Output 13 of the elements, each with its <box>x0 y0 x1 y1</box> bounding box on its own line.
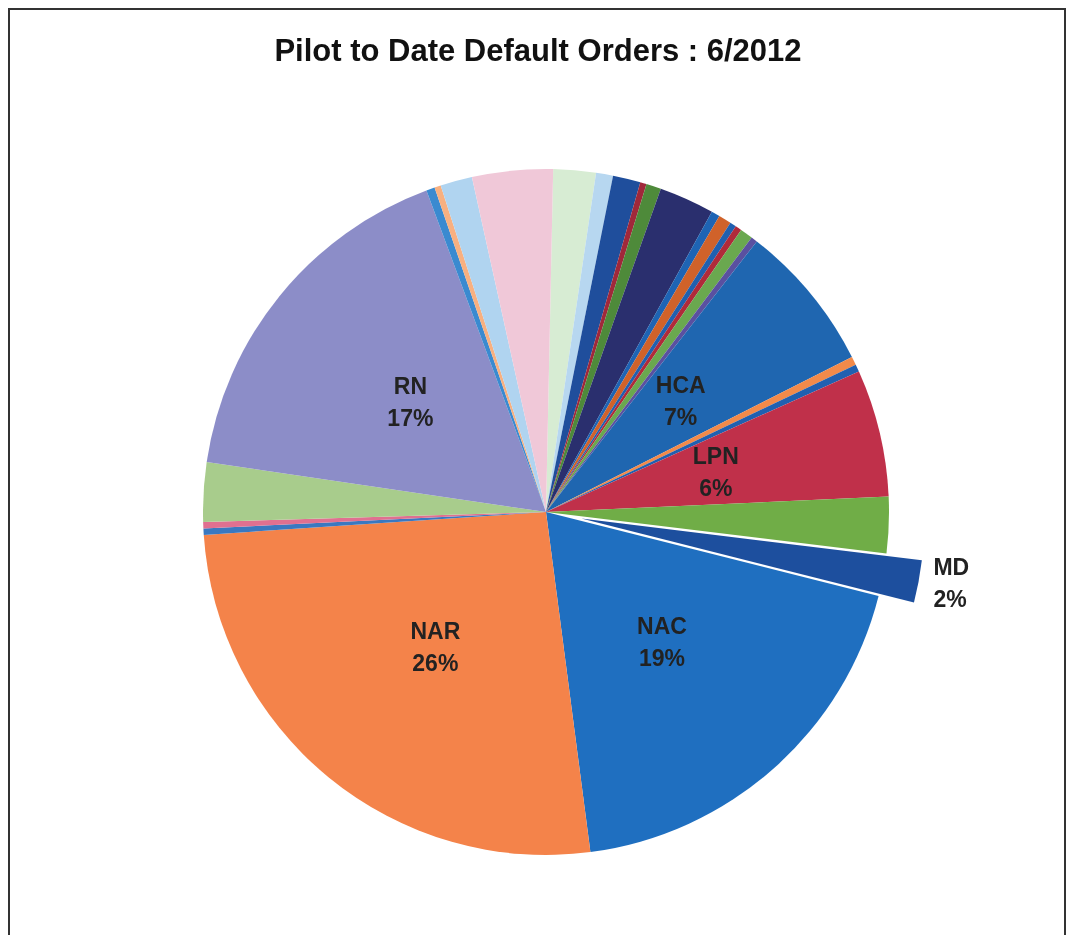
data-label: 7% <box>664 404 698 431</box>
data-label: 19% <box>638 645 685 672</box>
slice-label: NAC <box>637 613 687 640</box>
data-label: 17% <box>387 405 434 432</box>
data-label: 26% <box>412 649 459 676</box>
slice-label: HCA <box>655 372 706 399</box>
slice-label: MD <box>933 554 970 581</box>
data-label: 6% <box>699 474 733 501</box>
slice-label: NAR <box>410 617 461 644</box>
data-label: 2% <box>933 586 967 613</box>
chart-title: Pilot to Date Default Orders : 6/2012 <box>274 33 802 68</box>
slice-label: RN <box>393 373 428 400</box>
slice-label: LPN <box>692 442 739 469</box>
